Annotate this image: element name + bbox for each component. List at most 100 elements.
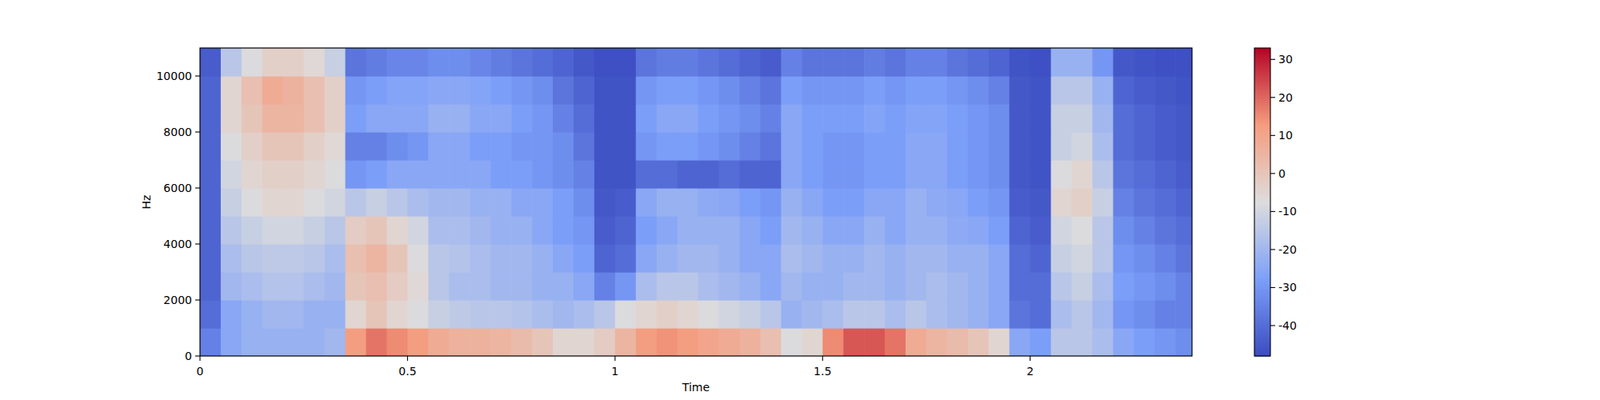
cell [573,160,596,189]
cell [1051,76,1073,105]
cell [573,216,596,245]
cell [1133,160,1156,189]
cell [1030,160,1052,189]
cell [926,300,948,329]
cell [511,104,533,133]
colorbar-tick-label: 0 [1278,167,1286,180]
y-tick [195,187,200,188]
cell [1092,328,1114,356]
x-tick [199,356,200,361]
cell [1133,48,1156,77]
cell [552,160,575,189]
cell [324,188,347,217]
cell [988,160,1011,189]
cell [386,132,408,161]
cell [241,300,264,329]
cell [407,328,429,356]
cell [511,132,533,161]
cell [843,160,865,189]
cell [656,272,679,301]
cell [760,216,782,245]
cell [947,300,969,329]
cell [1112,160,1135,189]
cell [864,244,886,273]
colorbar-tick-label: -40 [1278,319,1297,332]
cell [1009,160,1032,189]
cell [822,188,844,217]
cell [428,48,450,77]
cell [1092,76,1114,105]
cell [304,244,326,273]
cell [532,104,554,133]
colorbar-tick [1270,135,1276,136]
cell [241,104,264,133]
cell [1133,328,1156,356]
cell [968,272,990,301]
cell [573,188,596,217]
cell [1112,272,1135,301]
x-tick-label: 0 [196,364,204,378]
cell [324,244,347,273]
cell [656,188,679,217]
cell [677,76,700,105]
y-tick [195,299,200,300]
cell [241,244,264,273]
cell [760,76,782,105]
cell [428,272,450,301]
cell [1030,272,1052,301]
cell [1072,160,1094,189]
cell [511,76,533,105]
cell [884,132,907,161]
cell [283,76,305,105]
cell [490,188,512,217]
cell [615,48,637,77]
cell [1030,300,1052,329]
cell [386,160,408,189]
colorbar-tick-label: 20 [1278,91,1293,104]
cell [1030,244,1052,273]
cell [677,188,700,217]
cell [345,328,368,356]
cell [490,160,512,189]
cell [843,216,865,245]
cells [200,48,1192,356]
cell [1175,76,1192,105]
colorbar [1254,48,1271,357]
cell [1092,160,1114,189]
cell [1072,104,1094,133]
cell [490,300,512,329]
cell [241,48,264,77]
cell [220,216,243,245]
cell [719,76,741,105]
cell [552,132,575,161]
cell [594,216,616,245]
cell [407,160,429,189]
cell [1009,328,1032,356]
cell [884,272,907,301]
chart-root: 00.511.520200040006000800010000TimeHz-40… [0,0,1600,400]
cell [905,132,928,161]
cell [636,104,658,133]
cell [283,272,305,301]
cell [469,104,492,133]
cell [511,216,533,245]
cell [262,328,284,356]
cell [822,104,844,133]
cell [345,216,368,245]
cell [511,244,533,273]
cell [241,76,264,105]
cell [448,272,471,301]
cell [801,244,824,273]
x-tick-label: 0.5 [398,364,416,378]
colorbar-tick [1270,96,1276,98]
y-tick [195,243,200,244]
cell [200,216,222,245]
cell [822,48,844,77]
cell [200,160,222,189]
cell [448,104,471,133]
cell [905,300,928,329]
cell [656,132,679,161]
cell [1154,244,1176,273]
cell [968,300,990,329]
cell [532,188,554,217]
